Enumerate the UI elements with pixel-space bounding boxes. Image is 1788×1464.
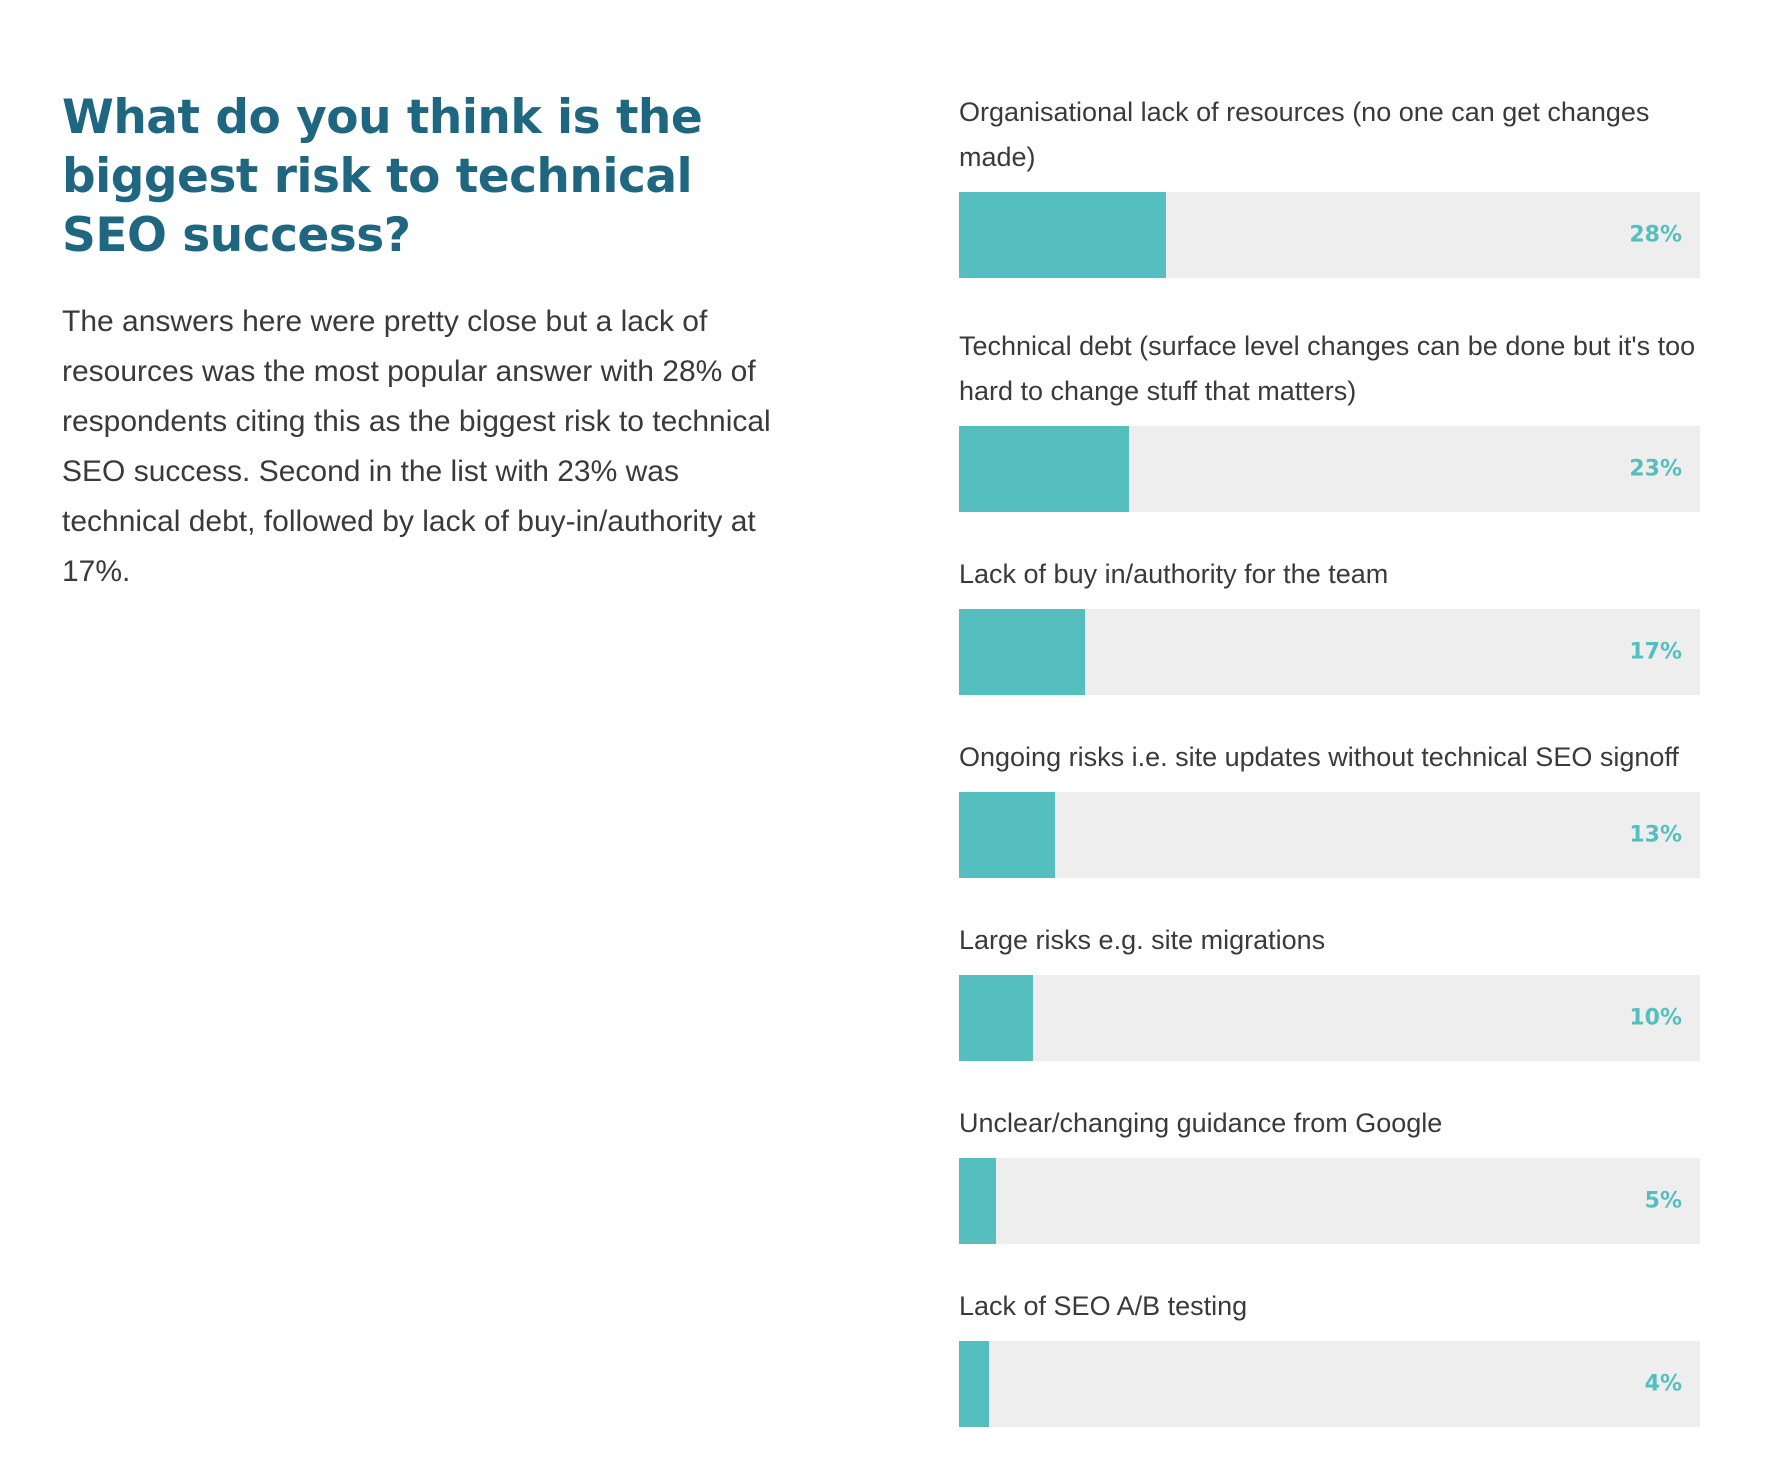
bar-value-label: 23%: [1629, 456, 1682, 482]
bar-track: 13%: [959, 792, 1700, 878]
bar-row: Lack of SEO A/B testing 4%: [959, 1284, 1700, 1427]
bar-row: Technical debt (surface level changes ca…: [959, 324, 1700, 512]
bar: [959, 1158, 997, 1244]
bar: [959, 609, 1085, 695]
bar-value-label: 10%: [1629, 1005, 1682, 1031]
bar-track: 10%: [959, 975, 1700, 1061]
bar-track: 4%: [959, 1341, 1700, 1427]
bar-track: 28%: [959, 192, 1700, 278]
bar-value-label: 4%: [1644, 1371, 1682, 1397]
bar-label: Large risks e.g. site migrations: [959, 925, 1326, 955]
bar: [959, 426, 1130, 512]
bar-label: Lack of SEO A/B testing: [959, 1291, 1248, 1321]
bar-value-label: 28%: [1629, 222, 1682, 248]
bar-row: Large risks e.g. site migrations 10%: [959, 918, 1700, 1061]
bar-row: Lack of buy in/authority for the team 17%: [959, 552, 1700, 695]
bar: [959, 792, 1056, 878]
bar-label: Technical debt (surface level changes ca…: [959, 331, 1696, 406]
bar-chart: Organisational lack of resources (no one…: [959, 90, 1700, 1427]
bar-track: 23%: [959, 426, 1700, 512]
page-title: What do you think is the biggest risk to…: [62, 90, 703, 263]
bar-value-label: 13%: [1629, 822, 1682, 848]
intro-section: What do you think is the biggest risk to…: [62, 88, 782, 597]
bar: [959, 1341, 989, 1427]
bar-track: 17%: [959, 609, 1700, 695]
page-description: The answers here were pretty close but a…: [62, 305, 771, 588]
bar-row: Unclear/changing guidance from Google 5%: [959, 1101, 1700, 1244]
bar-row: Organisational lack of resources (no one…: [959, 90, 1700, 278]
bar: [959, 192, 1167, 278]
bar-label: Ongoing risks i.e. site updates without …: [959, 742, 1679, 772]
bar-label: Lack of buy in/authority for the team: [959, 559, 1389, 589]
bar-value-label: 5%: [1644, 1188, 1682, 1214]
bar-label: Organisational lack of resources (no one…: [959, 97, 1650, 172]
bar-track: 5%: [959, 1158, 1700, 1244]
bar-label: Unclear/changing guidance from Google: [959, 1108, 1443, 1138]
bar-value-label: 17%: [1629, 639, 1682, 665]
bar-row: Ongoing risks i.e. site updates without …: [959, 735, 1700, 878]
bar: [959, 975, 1034, 1061]
